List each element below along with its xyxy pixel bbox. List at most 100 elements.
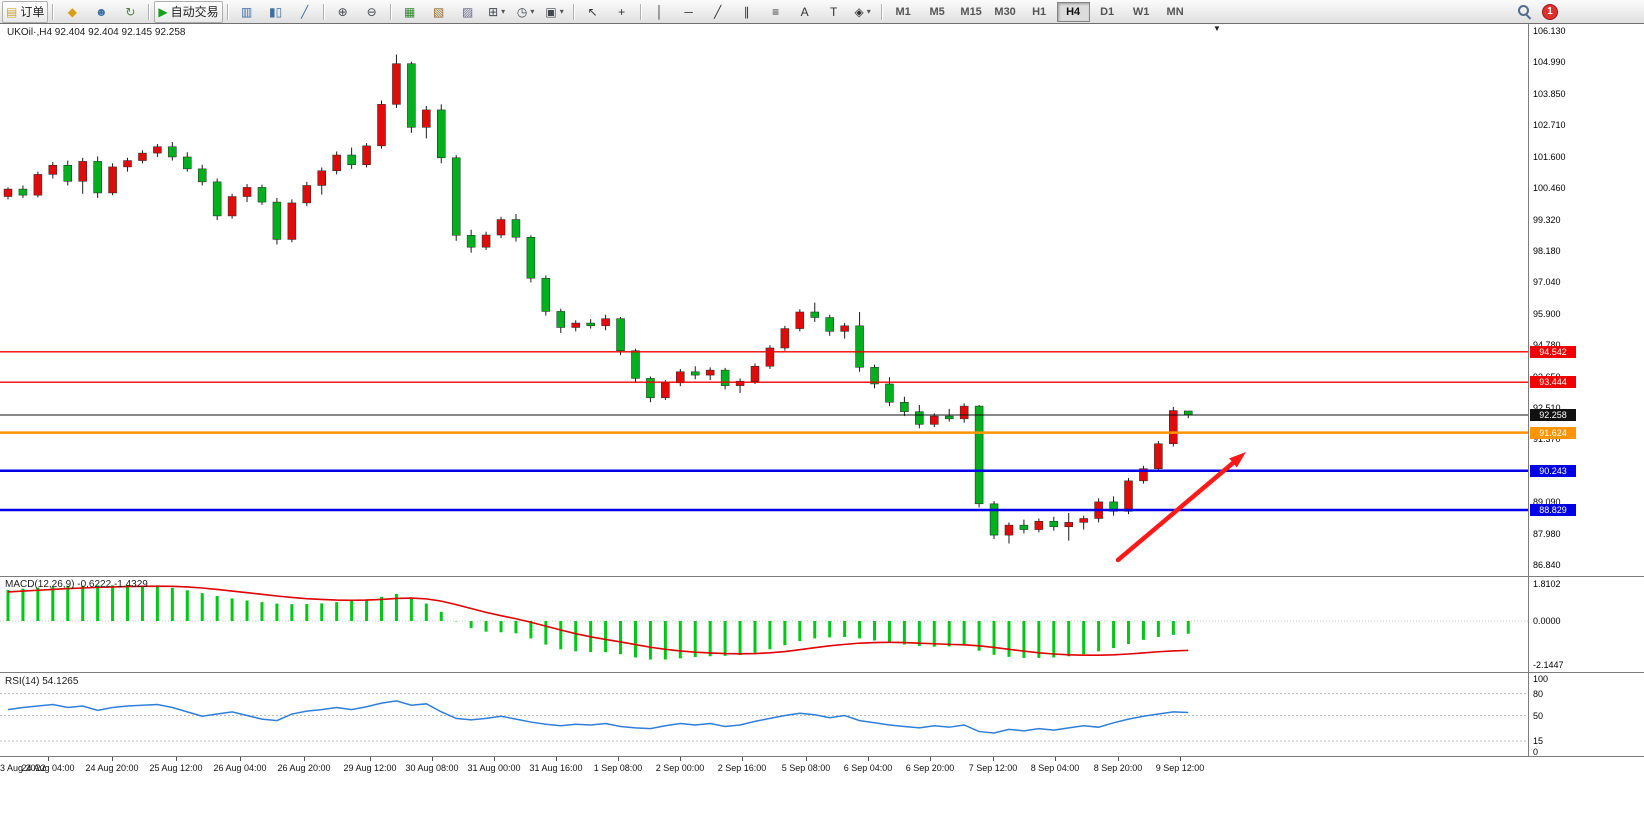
candle-body: [556, 311, 566, 328]
candle-body: [631, 350, 640, 379]
toolbar-group: ▤ 订单: [2, 0, 49, 23]
search-icon-circle: [1518, 5, 1529, 16]
refresh-button[interactable]: ↻: [116, 1, 144, 23]
macd-indicator-panel[interactable]: [0, 577, 1529, 672]
candle-body: [810, 311, 820, 318]
candle-body: [1154, 443, 1163, 469]
macd-indicator-label: MACD(12,26,9) -0.6222 -1.4329: [5, 579, 148, 590]
indicators-button[interactable]: ▧: [425, 1, 453, 23]
timeframe-h4[interactable]: H4: [1056, 1, 1090, 22]
zoom-out-button[interactable]: ⊖: [358, 1, 386, 23]
new-chart-button[interactable]: ⊞ ▾: [483, 1, 511, 23]
vertical-line-button[interactable]: │: [646, 1, 674, 23]
time-axis-label: 26 Aug 20:00: [277, 763, 331, 773]
rsi-scale-label: 80: [1533, 688, 1544, 699]
arrows-tool-button[interactable]: T: [820, 1, 848, 23]
arrow-tool-icon: T: [829, 4, 838, 19]
time-axis-tick: [176, 757, 177, 761]
time-axis-tick: [432, 757, 433, 761]
trendline-button[interactable]: ╱: [704, 1, 732, 23]
candlestick-chart-button[interactable]: ▮▯: [262, 1, 290, 23]
search-icon[interactable]: [1517, 4, 1532, 20]
text-button[interactable]: A: [791, 1, 819, 23]
time-axis[interactable]: 3 Aug 2022 24 Aug 04:00 24 Aug 20:00 25 Aug…: [0, 756, 1644, 819]
timeframe-m30[interactable]: M30: [994, 5, 1016, 18]
notification-badge[interactable]: 1: [1542, 3, 1558, 20]
macd-signal-line: [7, 585, 1189, 657]
grid-button[interactable]: ▦: [396, 1, 424, 23]
timeframe-m1[interactable]: M1: [895, 5, 911, 18]
candle-body: [989, 503, 999, 536]
toolbar-separator: [639, 3, 642, 20]
time-axis-tick: [618, 757, 619, 761]
time-axis-tick: [1118, 757, 1119, 761]
toolbar-separator: [148, 3, 151, 20]
zoom-in-button[interactable]: ⊕: [329, 1, 357, 23]
time-axis-label: 2 Sep 16:00: [717, 763, 767, 773]
candle-body: [586, 322, 595, 327]
fibonacci-icon: ≡: [772, 4, 780, 19]
shapes-icon: ◈: [854, 4, 864, 19]
chart-shift-marker-icon[interactable]: ▼: [1213, 24, 1221, 33]
bar-chart-button[interactable]: ▥: [233, 1, 261, 23]
horizontal-line-button[interactable]: ─: [675, 1, 703, 23]
trend-arrow[interactable]: [1115, 458, 1238, 563]
candle-body: [616, 318, 625, 351]
time-axis-label: 6 Sep 04:00: [843, 763, 893, 773]
candlestick-icon: ▮▯: [269, 4, 283, 19]
candle-body: [377, 104, 386, 147]
panel-divider[interactable]: [0, 672, 1644, 673]
toolbar-group: ⊕ ⊖: [329, 1, 386, 23]
main-price-chart[interactable]: [0, 24, 1529, 576]
line-chart-button[interactable]: ╱: [291, 1, 319, 23]
candle-body: [855, 325, 864, 368]
panel-divider[interactable]: [0, 576, 1644, 577]
charts-profile-button[interactable]: ◆: [58, 1, 86, 23]
price-axis-label: 100.460: [1533, 183, 1566, 194]
price-line-label: 94.542: [1530, 345, 1576, 358]
time-axis-tick: [742, 757, 743, 761]
timeframe-mn[interactable]: MN: [1166, 5, 1184, 18]
time-axis-label: 24 Aug 04:00: [21, 763, 75, 773]
channel-icon: ∥: [743, 4, 750, 19]
timeframe-w1[interactable]: W1: [1132, 5, 1150, 18]
candle-body: [168, 146, 177, 158]
chart-settings-button[interactable]: ▣ ▾: [541, 1, 569, 23]
time-axis-tick: [304, 757, 305, 761]
time-axis-label: 24 Aug 20:00: [85, 763, 139, 773]
periods-button[interactable]: ◷ ▾: [512, 1, 540, 23]
time-axis-label: 31 Aug 16:00: [529, 763, 583, 773]
fibonacci-button[interactable]: ≡: [762, 1, 790, 23]
shapes-button[interactable]: ◈ ▾: [849, 1, 877, 23]
candle-body: [242, 187, 252, 197]
candle-body: [765, 347, 775, 367]
price-axis-label: 89.090: [1533, 497, 1561, 508]
auto-trading-button[interactable]: ▶ 自动交易: [154, 0, 223, 23]
candle-body: [1019, 524, 1029, 530]
templates-button[interactable]: ▨: [454, 1, 482, 23]
accounts-button[interactable]: ☻: [87, 1, 115, 23]
candle-body: [362, 145, 371, 165]
rsi-scale-label: 100: [1533, 674, 1549, 684]
toolbar: ▤ 订单 ◆ ☻ ↻ ▶ 自动交易 ▥ ▮▯ ╱ ⊕ ⊖ ▦ ▧ ▨ ⊞ ▾ ◷ ▾ ▣ ▾ ↖ + │ ─ ╱ ∥ ≡ A T ◈ ▾ M1 M…: [0, 0, 1644, 24]
time-axis-label: 7 Sep 12:00: [968, 763, 1018, 773]
timeframe-d1[interactable]: D1: [1100, 5, 1115, 18]
price-line-label: 90.243: [1530, 464, 1576, 477]
dropdown-arrow-icon: ▾: [501, 7, 506, 16]
cursor-button[interactable]: ↖: [579, 1, 607, 23]
candle-body: [302, 185, 312, 204]
time-axis-tick: [370, 757, 371, 761]
timeframe-m5[interactable]: M5: [929, 5, 945, 18]
crosshair-button[interactable]: +: [608, 1, 636, 23]
candle-body: [1004, 524, 1014, 536]
time-axis-label: 1 Sep 08:00: [593, 763, 643, 773]
price-line-label: 91.624: [1530, 426, 1576, 439]
price-axis[interactable]: 106.130 104.990 103.850 102.710 101.600 100.4…: [1528, 24, 1644, 757]
new-order-button[interactable]: ▤ 订单: [2, 0, 49, 23]
timeframe-m15[interactable]: M15: [960, 5, 982, 18]
rsi-indicator-panel[interactable]: [0, 673, 1529, 756]
candle-body: [1034, 521, 1044, 530]
candle-body: [123, 160, 132, 168]
channel-button[interactable]: ∥: [733, 1, 761, 23]
timeframe-h1[interactable]: H1: [1032, 5, 1047, 18]
